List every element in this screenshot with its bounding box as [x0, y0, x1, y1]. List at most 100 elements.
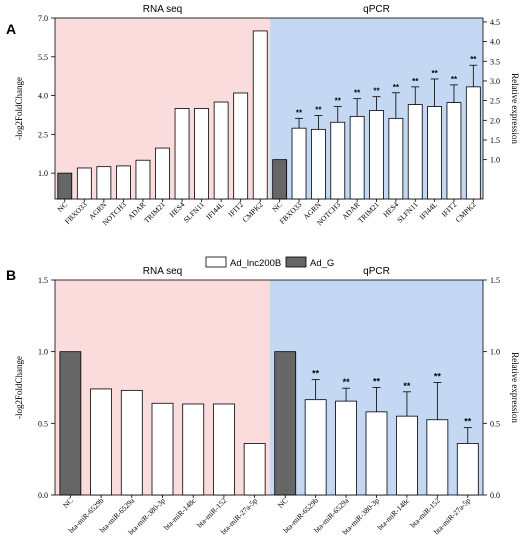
legend-swatch-ad-lnc200b	[205, 256, 227, 268]
qpcr-significance-ifi44l: **	[431, 69, 438, 78]
legend-label-ad-lnc200b: Ad_lnc200B	[230, 258, 281, 269]
y-tick-label-right: 1.5	[490, 136, 500, 145]
qpcr-bar-trim21	[369, 110, 384, 200]
qpcr-bar-fbxo33	[291, 127, 307, 200]
qpcr-bar-bta-mir-152	[426, 419, 449, 496]
y-tick-label-left: 0.5	[38, 419, 48, 428]
qpcr-significance-bta-mir-152: **	[434, 371, 442, 381]
y-axis-label-left: -log2FoldChange	[14, 356, 24, 419]
qpcr-bar-bta-mir-148c	[396, 415, 418, 496]
qpcr-bar-slfn11	[407, 104, 423, 200]
qpcr-bar-bta-mir-6529b	[304, 399, 327, 496]
y-tick-label-left: 0.0	[38, 491, 48, 500]
qpcr-x-label-nc: NC	[276, 496, 290, 510]
qpcr-significance-notch3: **	[335, 97, 342, 106]
qpcr-x-label-nc: NC	[270, 200, 284, 214]
panel-label-b: B	[6, 267, 16, 283]
rna-seq-x-label-nc: NC	[61, 496, 75, 510]
qpcr-bar-bta-mir-6529a	[335, 400, 357, 496]
plot-frame	[54, 17, 484, 200]
qpcr-bar-agrn	[311, 128, 326, 200]
rna-seq-x-label-slfn11: SLFN11	[182, 200, 207, 225]
rna-seq-bar-hes4	[174, 108, 190, 200]
rna-seq-x-label-nc: NC	[55, 200, 69, 214]
y-tick-label-right: 0.5	[490, 419, 500, 428]
rna-seq-bar-nc	[57, 172, 73, 200]
qpcr-bar-ifit2	[446, 102, 462, 200]
y-tick-label-left: 1.5	[38, 276, 48, 285]
rna-seq-x-label-trim21: TRIM21	[142, 200, 167, 225]
y-tick-label-left: 7.0	[38, 14, 48, 23]
rna-seq-bar-bta-mir-27a-5p	[243, 442, 266, 496]
rna-seq-bar-fbxo33	[76, 167, 92, 200]
section-title-rna-seq: RNA seq	[143, 4, 182, 15]
section-title-qpcr: qPCR	[363, 266, 390, 277]
rna-seq-bar-notch3	[116, 165, 131, 200]
y-tick-label-left: 2.5	[38, 130, 48, 139]
y-tick-label-right: 2.5	[490, 97, 500, 106]
rna-seq-bar-adar	[135, 159, 151, 200]
rna-seq-bar-ifit2	[233, 92, 249, 200]
qpcr-bar-bta-mir-27a-5p	[456, 442, 479, 496]
qpcr-significance-bta-mir-27a-5p: **	[464, 417, 472, 427]
qpcr-bar-adar	[349, 115, 365, 200]
qpcr-bar-nc	[274, 351, 297, 496]
qpcr-x-label-fbxo33: FBXO33	[278, 200, 304, 226]
legend: Ad_lnc200B Ad_G	[205, 256, 334, 269]
qpcr-significance-bta-mir-6529b: **	[312, 369, 320, 379]
y-axis-label-left: -log2FoldChange	[14, 77, 24, 140]
qpcr-x-label-cmpk2: CMPK2	[454, 200, 478, 224]
qpcr-bar-cmpk2	[465, 86, 481, 200]
y-tick-label-right: 0.0	[490, 491, 500, 500]
rna-seq-bar-slfn11	[194, 108, 209, 200]
y-tick-label-right: 1.0	[490, 156, 500, 165]
qpcr-bar-nc	[272, 159, 288, 200]
plot-frame	[54, 279, 484, 496]
qpcr-significance-slfn11: **	[412, 77, 419, 86]
rna-seq-x-label-bta-mir-148c: bta-miR-148c	[162, 496, 198, 532]
qpcr-bar-ifi44l	[427, 106, 442, 200]
qpcr-significance-bta-mir-148c: **	[403, 381, 411, 391]
y-tick-label-right: 4.0	[490, 38, 500, 47]
rna-seq-bar-bta-mir-6529a	[120, 389, 143, 496]
panel-a-marks: 1.0 2.5 4.0 5.5 7.0 1.0 1.5 2.0 2.5 3.0 3.5 4.0 4.5 N…	[38, 14, 500, 227]
rna-seq-x-label-cmpk2: CMPK2	[241, 200, 265, 224]
rna-seq-bar-bta-mir-6529b	[90, 388, 112, 496]
qpcr-x-label-trim21: TRIM21	[356, 200, 381, 225]
rna-seq-bar-bta-mir-152	[213, 403, 235, 496]
rna-seq-bar-agrn	[96, 166, 112, 200]
rna-seq-x-label-ifi44l: IFI44L	[204, 200, 226, 222]
qpcr-significance-adar: **	[354, 89, 361, 98]
panel-b: B RNA seq qPCR -log2FoldChange Relative …	[6, 266, 520, 537]
qpcr-x-label-ifi44l: IFI44L	[418, 200, 440, 222]
y-tick-label-right: 1.5	[490, 276, 500, 285]
section-title-qpcr: qPCR	[363, 4, 390, 15]
panel-a: A RNA seq qPCR -log2FoldChange Relative …	[6, 4, 520, 227]
y-tick-label-left: 4.0	[38, 92, 48, 101]
panel-label-a: A	[6, 21, 16, 37]
qpcr-significance-hes4: **	[393, 83, 400, 92]
y-axis-label-right: Relative expression	[510, 352, 520, 423]
y-tick-label-right: 2.0	[490, 116, 500, 125]
rna-seq-bar-bta-mir-380-3p	[151, 402, 174, 496]
qpcr-significance-trim21: **	[373, 87, 380, 96]
y-tick-label-right: 3.5	[490, 57, 500, 66]
qpcr-bar-bta-mir-380-3p	[365, 411, 388, 496]
legend-label-ad-g: Ad_G	[310, 258, 334, 269]
qpcr-x-label-slfn11: SLFN11	[395, 200, 420, 225]
rna-seq-bar-cmpk2	[252, 30, 268, 200]
y-tick-label-left: 1.0	[38, 348, 48, 357]
rna-seq-bar-trim21	[155, 147, 170, 200]
y-axis-label-right: Relative expression	[510, 73, 520, 144]
section-title-rna-seq: RNA seq	[143, 266, 182, 277]
qpcr-significance-cmpk2: **	[470, 55, 477, 64]
y-tick-label-left: 1.0	[38, 169, 48, 178]
y-tick-label-left: 5.5	[38, 53, 48, 62]
qpcr-significance-bta-mir-6529a: **	[343, 377, 351, 387]
qpcr-bar-hes4	[388, 117, 404, 200]
y-tick-label-right: 3.0	[490, 77, 500, 86]
legend-swatch-ad-g	[285, 256, 307, 268]
y-tick-label-right: 1.0	[490, 348, 500, 357]
rna-seq-bar-bta-mir-148c	[182, 403, 205, 496]
